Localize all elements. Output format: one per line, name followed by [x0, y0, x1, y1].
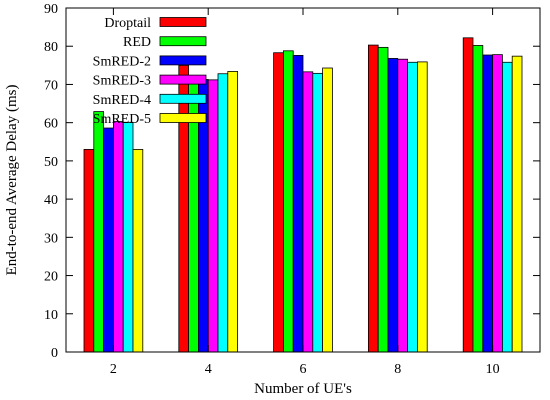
legend-swatch-smred-5	[159, 113, 207, 123]
bar-smred-3-2	[113, 121, 124, 353]
bar-droptail-2	[83, 149, 95, 353]
legend-swatch-smred-4	[159, 93, 207, 104]
legend-swatch-smred-2	[159, 55, 207, 66]
bar-smred-3-6	[302, 71, 314, 353]
bar-droptail-10	[462, 37, 474, 353]
y-tick-label: 0	[51, 346, 58, 361]
bar-red-2	[93, 111, 105, 353]
bar-smred-4-2	[122, 121, 134, 353]
bar-smred-4-8	[407, 61, 418, 353]
bar-smred-2-8	[387, 58, 399, 353]
bar-smred-5-8	[416, 61, 428, 353]
y-tick-label: 60	[44, 117, 58, 132]
bar-smred-2-6	[292, 55, 304, 353]
x-tick-label: 4	[205, 362, 212, 377]
legend-swatch-smred-3	[159, 74, 207, 85]
bar-smred-4-4	[217, 73, 229, 353]
legend-label: SmRED-3	[93, 74, 151, 89]
bar-droptail-4	[178, 64, 190, 353]
bar-red-8	[377, 46, 389, 353]
bar-smred-3-4	[207, 79, 219, 353]
bar-smred-5-4	[227, 71, 239, 353]
bar-smred-2-10	[482, 54, 493, 353]
legend-label: SmRED-2	[93, 54, 151, 69]
bar-smred-3-8	[397, 58, 408, 353]
legend-label: SmRED-4	[93, 93, 151, 108]
legend-label: RED	[123, 35, 151, 50]
x-tick-label: 8	[394, 362, 401, 377]
bar-smred-3-10	[492, 54, 503, 353]
legend-swatch-red	[159, 36, 207, 47]
legend-label: Droptail	[104, 16, 151, 31]
y-tick-label: 90	[44, 2, 58, 17]
bar-smred-5-2	[132, 149, 144, 353]
x-tick-label: 10	[486, 362, 500, 377]
bar-droptail-8	[367, 44, 379, 353]
legend-swatch-droptail	[159, 17, 207, 27]
y-axis-title: End-to-end Average Delay (ms)	[4, 85, 20, 276]
bar-smred-5-6	[322, 67, 333, 353]
bar-droptail-6	[273, 52, 284, 353]
bar-smred-4-6	[312, 72, 323, 353]
bar-red-10	[472, 45, 484, 353]
y-tick-label: 20	[44, 270, 58, 285]
y-tick-label: 50	[44, 155, 58, 170]
y-tick-label: 70	[44, 78, 58, 93]
x-tick-label: 6	[300, 362, 307, 377]
y-tick-label: 80	[44, 40, 58, 55]
bar-smred-2-2	[103, 127, 114, 353]
y-tick-label: 30	[44, 231, 58, 246]
y-tick-label: 40	[44, 193, 58, 208]
bar-smred-4-10	[501, 61, 513, 353]
bar-smred-5-10	[511, 55, 523, 353]
x-axis-title: Number of UE's	[254, 381, 352, 397]
x-tick-label: 2	[110, 362, 117, 377]
legend-label: SmRED-5	[93, 112, 151, 127]
y-tick-label: 10	[44, 308, 58, 323]
bar-red-6	[282, 50, 294, 353]
